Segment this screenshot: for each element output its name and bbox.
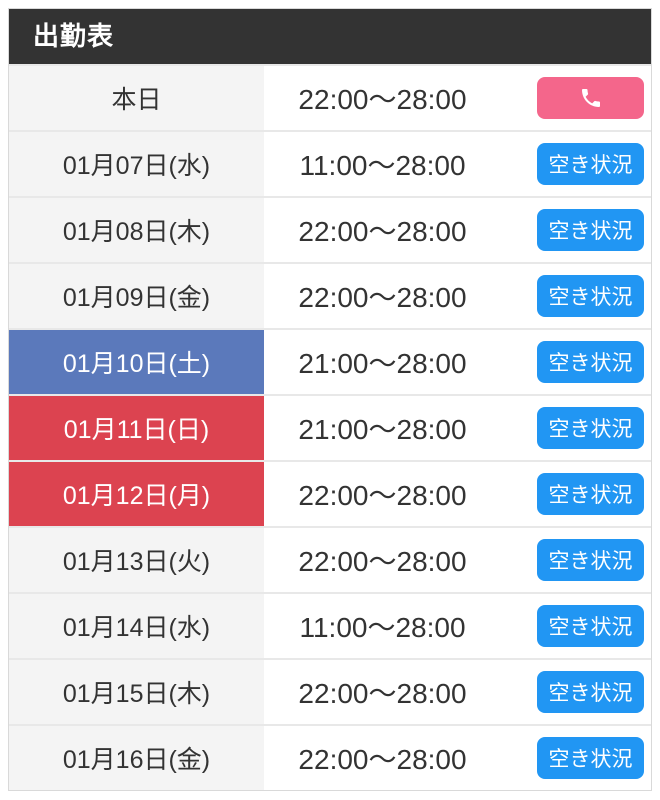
time-cell: 22:00〜28:00 (298, 744, 467, 775)
availability-button[interactable]: 空き状況 (537, 341, 644, 383)
date-cell: 01月07日(水) (9, 132, 264, 196)
schedule-row: 01月08日(木) 22:00〜28:00 空き状況 (9, 196, 651, 262)
time-cell: 21:00〜28:00 (298, 414, 467, 445)
date-cell: 01月12日(月) (9, 462, 264, 526)
schedule-row: 01月16日(金) 22:00〜28:00 空き状況 (9, 724, 651, 790)
date-cell: 本日 (9, 66, 264, 130)
schedule-row: 本日 22:00〜28:00 (9, 64, 651, 130)
schedule-row: 01月12日(月) 22:00〜28:00 空き状況 (9, 460, 651, 526)
availability-button[interactable]: 空き状況 (537, 407, 644, 449)
date-cell: 01月09日(金) (9, 264, 264, 328)
availability-button[interactable]: 空き状況 (537, 737, 644, 779)
time-cell: 22:00〜28:00 (298, 84, 467, 115)
time-cell: 22:00〜28:00 (298, 678, 467, 709)
date-cell: 01月14日(水) (9, 594, 264, 658)
availability-button[interactable]: 空き状況 (537, 539, 644, 581)
time-cell: 11:00〜28:00 (299, 612, 466, 643)
availability-button[interactable]: 空き状況 (537, 605, 644, 647)
date-cell: 01月15日(木) (9, 660, 264, 724)
date-cell: 01月16日(金) (9, 726, 264, 790)
time-cell: 22:00〜28:00 (298, 480, 467, 511)
schedule-card: 出勤表 本日 22:00〜28:00 01月07日(水) 11:00〜28:00… (8, 8, 652, 791)
schedule-row: 01月10日(土) 21:00〜28:00 空き状況 (9, 328, 651, 394)
phone-button[interactable] (537, 77, 644, 119)
availability-button[interactable]: 空き状況 (537, 473, 644, 515)
date-cell: 01月08日(木) (9, 198, 264, 262)
time-cell: 22:00〜28:00 (298, 546, 467, 577)
availability-button[interactable]: 空き状況 (537, 209, 644, 251)
date-cell: 01月13日(火) (9, 528, 264, 592)
availability-button[interactable]: 空き状況 (537, 671, 644, 713)
schedule-row: 01月13日(火) 22:00〜28:00 空き状況 (9, 526, 651, 592)
schedule-row: 01月09日(金) 22:00〜28:00 空き状況 (9, 262, 651, 328)
phone-icon (579, 86, 603, 110)
schedule-row: 01月11日(日) 21:00〜28:00 空き状況 (9, 394, 651, 460)
schedule-row: 01月07日(水) 11:00〜28:00 空き状況 (9, 130, 651, 196)
time-cell: 22:00〜28:00 (298, 282, 467, 313)
availability-button[interactable]: 空き状況 (537, 143, 644, 185)
schedule-rows: 本日 22:00〜28:00 01月07日(水) 11:00〜28:00 空き状… (9, 64, 651, 790)
availability-button[interactable]: 空き状況 (537, 275, 644, 317)
date-cell: 01月10日(土) (9, 330, 264, 394)
date-cell: 01月11日(日) (9, 396, 264, 460)
time-cell: 21:00〜28:00 (298, 348, 467, 379)
time-cell: 11:00〜28:00 (299, 150, 466, 181)
schedule-row: 01月15日(木) 22:00〜28:00 空き状況 (9, 658, 651, 724)
time-cell: 22:00〜28:00 (298, 216, 467, 247)
schedule-row: 01月14日(水) 11:00〜28:00 空き状況 (9, 592, 651, 658)
page-title: 出勤表 (9, 9, 651, 64)
